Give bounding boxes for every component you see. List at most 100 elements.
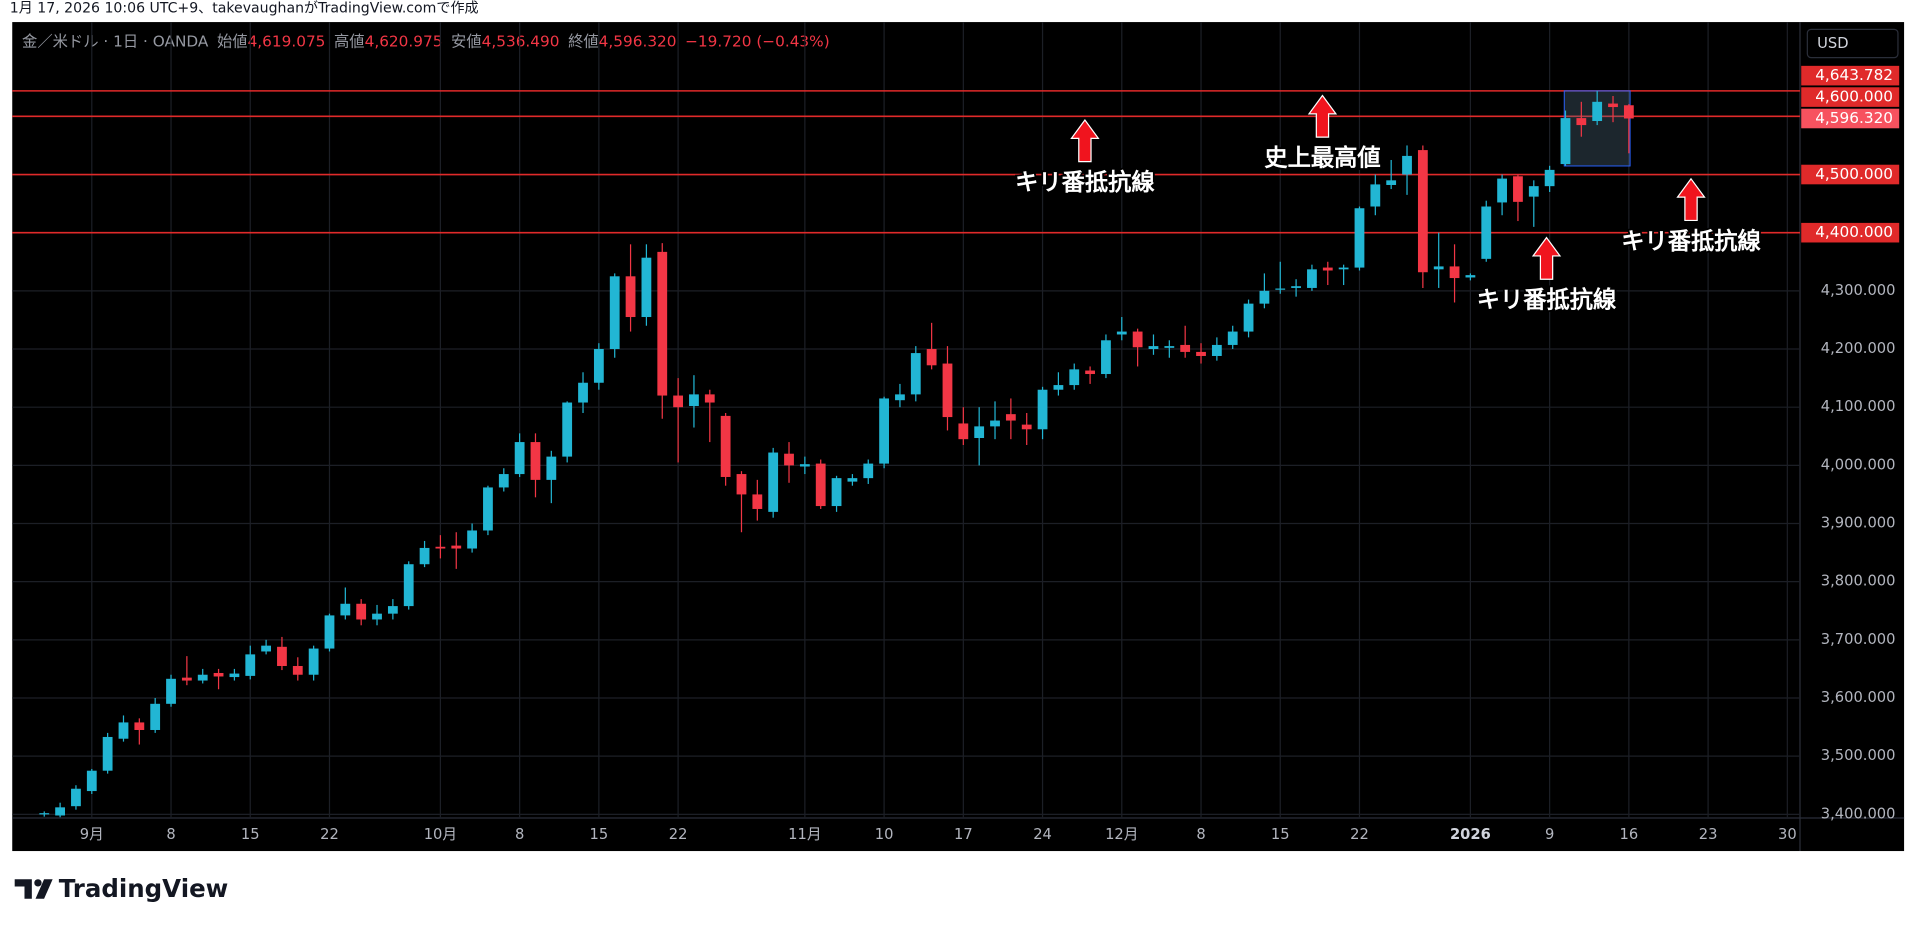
candle-body [419,547,430,565]
annotation-arrow [1070,118,1100,163]
candle-body [879,398,889,464]
candle-body [39,813,50,815]
candle-body [1449,266,1460,279]
candle-body [1069,369,1080,386]
price-label: 4,500.000 [1815,165,1893,183]
candle-body [1433,266,1444,270]
x-tick-label: 9月 [80,826,104,843]
price-label-box [1801,164,1900,185]
candle-body [372,613,382,620]
candle-body [403,564,414,607]
candle-body [1481,206,1492,259]
x-tick-label: 8 [1196,826,1205,843]
candle-body [1528,186,1539,197]
x-tick-label: 15 [1271,826,1290,843]
candle-body [451,545,462,549]
candle-body [1307,269,1317,288]
x-tick-label: 22 [320,826,339,843]
candle-body [1513,176,1523,202]
candle-body [1196,351,1206,356]
legend-ohlc-label: 始値 [217,32,248,50]
x-tick-label: 24 [1033,826,1052,843]
candle-body [261,645,271,652]
grid [12,22,1800,818]
currency-label[interactable]: USD [1817,35,1848,52]
annotation-text: キリ番抵抗線 [1015,169,1155,196]
logo-mark [34,879,42,887]
candle-body [245,654,256,676]
x-tick-label: 17 [954,826,973,843]
x-tick-label: 16 [1620,826,1639,843]
y-tick-label: 3,900.000 [1821,515,1896,532]
candle-body [625,276,636,318]
legend-ohlc-label: 安値 [451,32,482,50]
candle-body [483,487,493,531]
candle-body [118,722,129,739]
candle-body [1085,370,1095,375]
header-caption: 1月 17, 2026 10:06 UTC+9、takevaughanがTrad… [10,1,479,17]
candle-body [784,453,794,466]
candle-body [1259,290,1270,304]
candle-body [593,349,604,383]
candle-body [498,474,509,488]
candle-body [1386,180,1397,185]
legend-ohlc-label: 高値 [334,32,365,50]
legend-symbol: 金／米ドル · 1日 · OANDA [22,32,209,50]
candle-body [1497,178,1507,203]
candle-body [958,423,969,440]
candle-body [181,677,192,681]
candle-body [277,646,287,667]
x-tick-label: 12月 [1105,826,1138,843]
candle-body [752,494,763,509]
candle-body [1465,275,1476,278]
annotation-arrow [1307,94,1338,138]
candle-body [1544,169,1555,187]
candle-body [1211,344,1222,356]
legend-change: −19.720 (−0.43%) [685,32,830,50]
candle-body [166,678,176,704]
candle-body [292,666,303,675]
y-tick-label: 3,600.000 [1821,689,1896,706]
brand-logo: TradingView [14,874,229,903]
candle-body [514,442,525,475]
price-label: 4,400.000 [1815,223,1893,241]
price-label: 4,643.782 [1815,66,1893,84]
candle-body [578,382,588,403]
legend-ohlc-value: 4,620.975 [365,32,443,50]
price-label-box [1801,87,1900,107]
price-label-box [1801,108,1900,129]
candle-body [197,674,208,681]
candle-body [974,426,985,439]
x-tick-label: 8 [166,826,175,843]
x-tick-label: 10月 [424,826,457,843]
candle-body [150,703,161,730]
candle-body [1053,385,1064,390]
annotation-text: 史上最高値 [1264,145,1380,172]
y-tick-label: 3,400.000 [1821,805,1896,822]
x-tick-label: 2026 [1450,826,1491,843]
currency-box[interactable] [1806,28,1899,59]
candles [39,90,1634,818]
candle-body [1021,424,1032,430]
logo-mark [35,879,53,899]
chart-background [12,22,1905,852]
candle-body [229,673,240,678]
candle-body [1005,414,1016,421]
candle-body [1338,267,1349,270]
logo-mark [14,879,32,899]
candle-body [467,530,477,549]
y-tick-label: 3,800.000 [1821,573,1896,590]
x-tick-label: 15 [241,826,260,843]
candle-body [1101,340,1111,375]
candle-body [1322,267,1333,271]
candle-body [86,770,97,792]
candle-body [1227,331,1238,345]
candle-body [863,463,874,479]
candle-body [689,394,699,407]
brand-name: TradingView [59,874,229,903]
candle-body [641,257,652,318]
candle-body [562,402,573,457]
candle-body [1116,331,1127,335]
candle-body [1354,208,1365,268]
